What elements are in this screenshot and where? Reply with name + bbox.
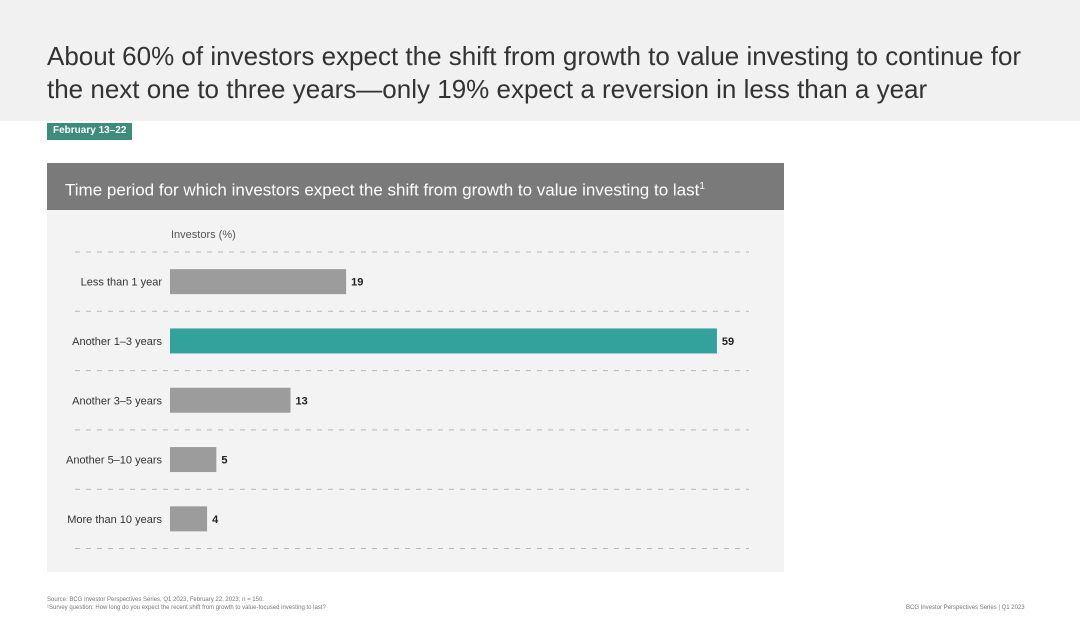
bar [170, 269, 347, 295]
page-title: About 60% of investors expect the shift … [47, 41, 1022, 104]
category-label: Another 5–10 years [66, 455, 163, 467]
footer-series-label: BCG Investor Perspectives Series | Q1 20… [906, 605, 1025, 611]
data-label: 19 [351, 277, 363, 289]
date-badge: February 13–22 [47, 123, 133, 140]
category-label: More than 10 years [67, 514, 162, 526]
bar [170, 387, 291, 413]
bar [170, 447, 217, 473]
data-label: 4 [212, 514, 219, 526]
survey-question-note: ¹Survey question: How long do you expect… [47, 605, 326, 611]
chart-title: Time period for which investors expect t… [65, 176, 705, 202]
chart-title-bar: Time period for which investors expect t… [47, 163, 784, 210]
chart-title-footnote-mark: 1 [699, 181, 705, 192]
x-axis-label: Investors (%) [171, 229, 236, 241]
data-label: 13 [296, 395, 308, 407]
chart-title-text: Time period for which investors expect t… [65, 180, 700, 200]
source-note: Source: BCG Investor Perspectives Series… [47, 597, 264, 603]
category-label: Less than 1 year [81, 277, 163, 289]
bar [170, 328, 717, 354]
bar [170, 506, 208, 532]
bar-chart: Investors (%) Less than 1 year 19 Another 1… [66, 229, 749, 549]
chart-panel: Time period for which investors expect t… [47, 163, 784, 572]
category-label: Another 3–5 years [72, 395, 162, 407]
category-label: Another 1–3 years [72, 336, 162, 348]
header-band: About 60% of investors expect the shift … [0, 0, 1080, 121]
data-label: 5 [221, 455, 227, 467]
data-label: 59 [722, 336, 734, 348]
